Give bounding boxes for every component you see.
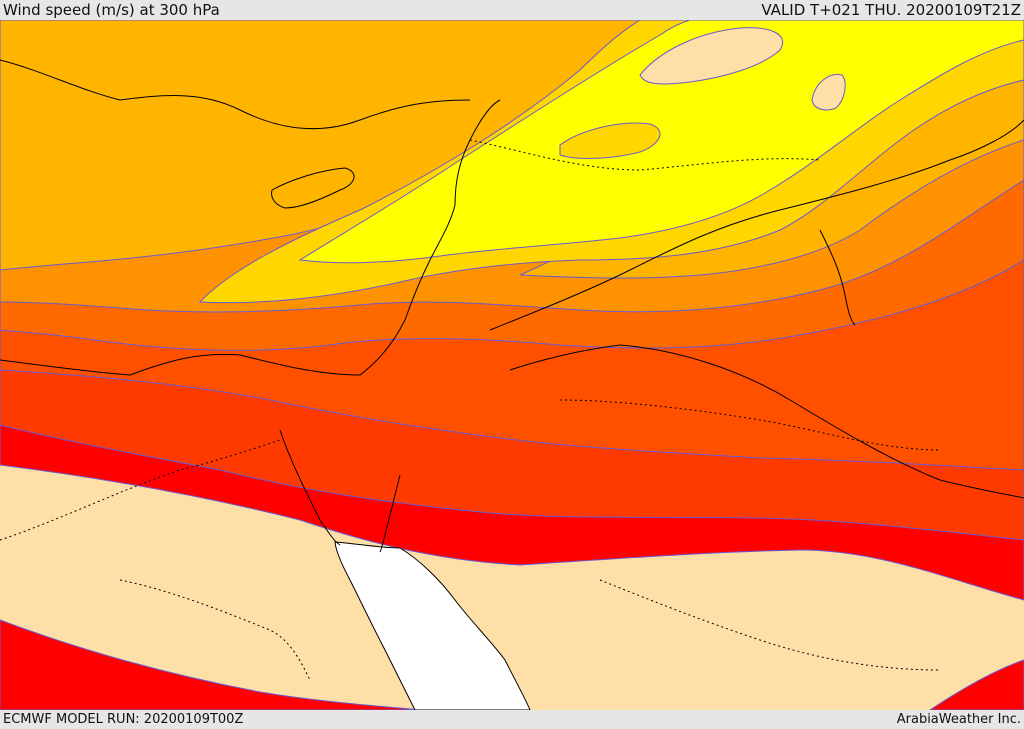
red-sea bbox=[334, 541, 531, 710]
admin-borders-4 bbox=[469, 139, 821, 171]
valid-time: VALID T+021 THU. 20200109T21Z bbox=[761, 1, 1021, 19]
model-run: ECMWF MODEL RUN: 20200109T00Z bbox=[3, 712, 244, 727]
coast-gulf-aqaba bbox=[379, 474, 401, 553]
credit: ArabiaWeather Inc. bbox=[896, 712, 1021, 727]
admin-borders-2 bbox=[559, 399, 941, 451]
coast-gulf-suez bbox=[279, 429, 341, 546]
band-red-south bbox=[0, 619, 421, 710]
map-footer: ECMWF MODEL RUN: 20200109T00Z ArabiaWeat… bbox=[0, 710, 1024, 729]
patch-weak-north bbox=[639, 27, 783, 85]
map-title: Wind speed (m/s) at 300 hPa bbox=[3, 1, 220, 19]
patch-weak-east bbox=[811, 73, 846, 111]
map-header: Wind speed (m/s) at 300 hPa VALID T+021 … bbox=[0, 0, 1024, 20]
admin-borders-3 bbox=[599, 579, 941, 671]
map-canvas bbox=[0, 20, 1024, 710]
wind-speed-map bbox=[0, 20, 1024, 710]
coast-gulf bbox=[819, 229, 856, 326]
border-jordan-saudi bbox=[509, 344, 1024, 499]
coast-turkey bbox=[0, 59, 471, 130]
border-iraq bbox=[489, 119, 1024, 331]
cyprus bbox=[271, 167, 355, 209]
admin-borders-5 bbox=[119, 579, 311, 681]
admin-borders-1 bbox=[0, 439, 281, 541]
coast-mediterranean bbox=[0, 99, 501, 376]
patch-gold-inner bbox=[559, 122, 661, 159]
